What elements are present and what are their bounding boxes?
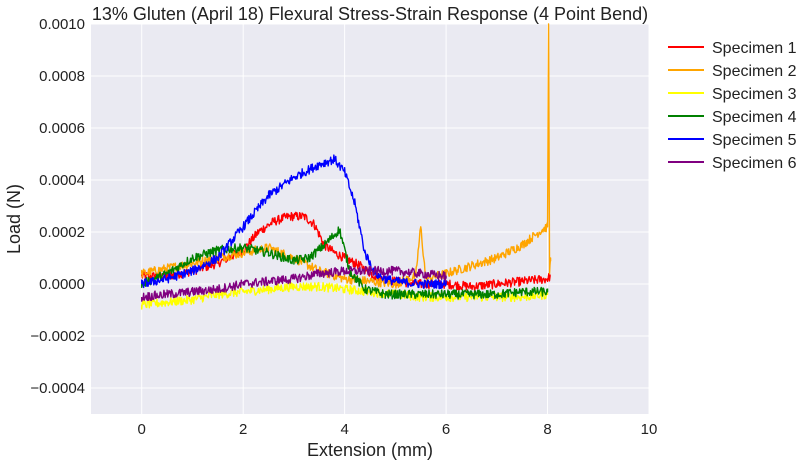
y-tick-label: 0.0008 bbox=[39, 68, 85, 85]
y-axis-label: Load (N) bbox=[4, 184, 24, 254]
legend-label: Specimen 3 bbox=[712, 86, 797, 103]
x-tick-label: 0 bbox=[138, 421, 146, 438]
y-tick-label: −0.0004 bbox=[30, 380, 85, 397]
series-line-4 bbox=[141, 226, 549, 300]
y-tick-label: 0.0000 bbox=[39, 276, 85, 293]
x-tick-label: 2 bbox=[239, 421, 247, 438]
chart-title: 13% Gluten (April 18) Flexural Stress-St… bbox=[92, 4, 648, 24]
x-tick-label: 6 bbox=[442, 421, 450, 438]
x-tick-label: 10 bbox=[641, 421, 658, 438]
legend-label: Specimen 2 bbox=[712, 63, 797, 80]
x-tick-labels: 0 2 4 6 8 10 bbox=[138, 421, 658, 438]
y-tick-label: −0.0002 bbox=[30, 328, 85, 345]
y-tick-label: 0.0002 bbox=[39, 224, 85, 241]
x-axis-label: Extension (mm) bbox=[307, 440, 433, 460]
x-tick-label: 4 bbox=[340, 421, 348, 438]
y-tick-label: 0.0010 bbox=[39, 16, 85, 33]
y-tick-label: 0.0004 bbox=[39, 172, 85, 189]
series-line-6 bbox=[141, 265, 447, 302]
y-tick-labels: −0.0004 −0.0002 0.0000 0.0002 0.0004 0.0006 0.… bbox=[30, 16, 85, 397]
series-line-2 bbox=[141, 23, 552, 289]
plot-background bbox=[91, 24, 649, 414]
legend-label: Specimen 1 bbox=[712, 40, 797, 57]
legend: Specimen 1 Specimen 2 Specimen 3 Specimen 4… bbox=[668, 40, 797, 172]
legend-label: Specimen 4 bbox=[712, 109, 797, 126]
legend-label: Specimen 5 bbox=[712, 132, 797, 149]
legend-label: Specimen 6 bbox=[712, 155, 797, 172]
series-layer bbox=[141, 23, 552, 310]
series-line-5 bbox=[141, 154, 447, 290]
x-tick-label: 8 bbox=[543, 421, 551, 438]
y-tick-label: 0.0006 bbox=[39, 120, 85, 137]
